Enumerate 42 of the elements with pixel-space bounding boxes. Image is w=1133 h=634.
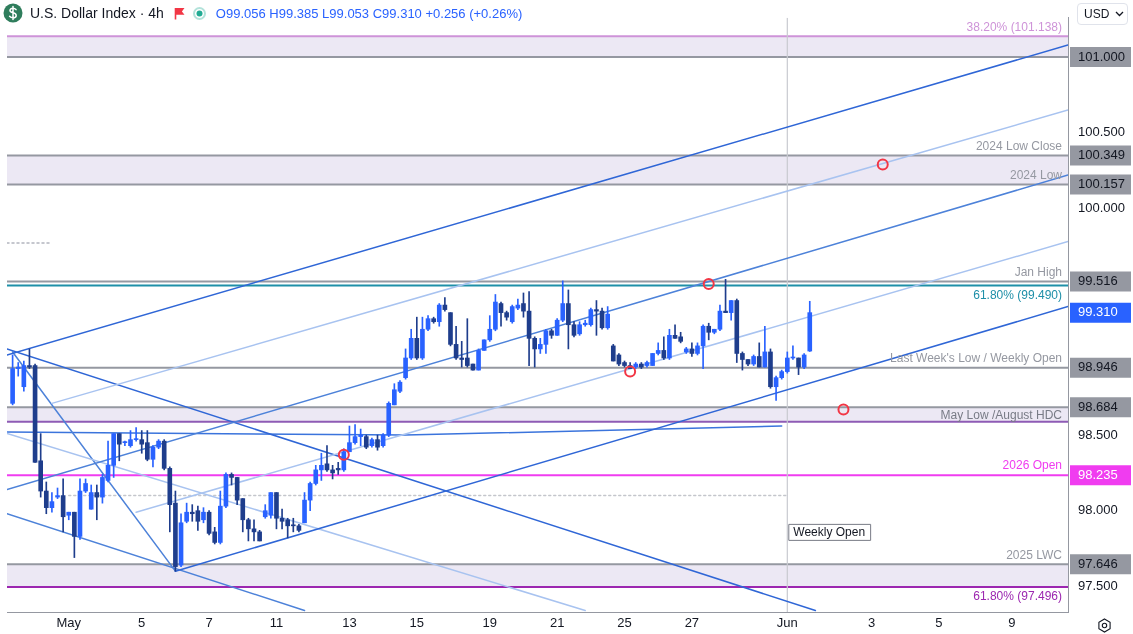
chart-title: U.S. Dollar Index · 4h (30, 5, 164, 21)
ref-line-label: 2024 Low Close (975, 138, 1063, 153)
y-tick-label: 98.946 (1078, 359, 1118, 375)
x-tick-label: 25 (617, 615, 632, 631)
y-tick-label: 97.500 (1078, 577, 1118, 593)
x-tick-label: 19 (482, 615, 498, 631)
y-axis-title: USD (1084, 7, 1110, 21)
x-tick-label: 7 (205, 615, 213, 631)
y-tick-label: 99.516 (1078, 273, 1118, 289)
x-tick-label: 9 (1008, 615, 1016, 631)
y-tick-label: 97.646 (1078, 555, 1118, 571)
y-tick-label: 100.157 (1078, 176, 1125, 192)
y-tick-label: 99.310 (1078, 304, 1118, 320)
x-tick-label: 5 (138, 615, 146, 631)
ref-line-label: 61.80% (97.496) (973, 589, 1062, 604)
y-tick-label: 100.500 (1078, 124, 1125, 140)
y-tick-label: 101.000 (1078, 48, 1125, 64)
y-tick-label: 98.000 (1078, 502, 1118, 518)
ref-line-label: 2024 Low (1009, 167, 1063, 182)
ref-line-label: Jan High (1014, 264, 1062, 279)
x-tick-label: 5 (935, 615, 943, 631)
x-tick-label: 27 (684, 615, 700, 631)
ref-line-label: 2025 LWC (1006, 547, 1063, 562)
y-tick-label: 98.684 (1078, 398, 1118, 414)
currency-select: USD (1077, 3, 1129, 25)
y-tick-label: 100.349 (1078, 147, 1125, 163)
annotation: O99.056 H99.385 L99.053 C99.310 +0.256 (+0.26%) (215, 5, 523, 21)
x-tick-label: 3 (867, 615, 876, 631)
band-label: May Low /August HDC (940, 407, 1063, 422)
x-tick-label: 21 (549, 615, 565, 631)
y-tick-label: 98.500 (1078, 426, 1118, 442)
x-tick-label: 15 (409, 615, 425, 631)
x-tick-label: Jun (776, 615, 798, 631)
ref-line-label: Weekly Open (793, 525, 866, 540)
ref-line-label: 61.80% (99.490) (973, 287, 1062, 302)
ref-line-label: 2026 Open (1002, 458, 1062, 473)
y-tick-label: 100.000 (1078, 199, 1125, 215)
x-tick-label: 11 (269, 615, 284, 631)
y-tick-label: 98.235 (1078, 466, 1118, 482)
ref-line-label: 38.20% (101.138) (966, 19, 1062, 34)
x-tick-label: May (56, 615, 82, 631)
x-tick-label: 13 (342, 615, 357, 631)
